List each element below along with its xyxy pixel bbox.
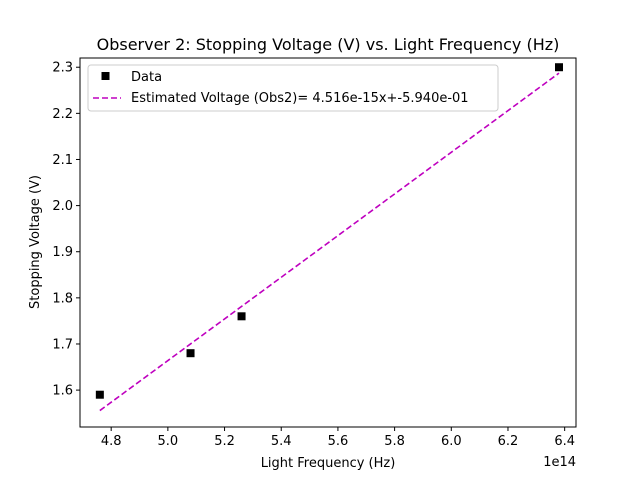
legend-marker-data — [101, 72, 110, 80]
x-tick-label: 5.8 — [384, 434, 405, 449]
x-axis-ticks: 4.8 5.0 5.2 5.4 5.6 5.8 6.0 6.2 6.4 — [101, 427, 575, 449]
legend-box — [87, 64, 499, 112]
x-tick-label: 5.6 — [328, 434, 349, 449]
y-tick-label: 1.7 — [52, 337, 73, 352]
x-tick-label: 5.4 — [271, 434, 292, 449]
plot-frame — [79, 57, 577, 428]
y-tick-label: 2.0 — [52, 199, 73, 214]
y-tick-label: 2.2 — [52, 107, 73, 122]
fit-line — [99, 72, 560, 412]
y-tick-label: 1.8 — [52, 291, 73, 306]
y-tick-label: 2.1 — [52, 153, 73, 168]
chart-title: Observer 2: Stopping Voltage (V) vs. Lig… — [97, 35, 560, 54]
series-layer — [95, 63, 563, 412]
y-axis-ticks: 1.6 1.7 1.8 1.9 2.0 2.1 2.2 2.3 — [52, 61, 80, 399]
y-tick-label: 1.9 — [52, 245, 73, 260]
data-point — [237, 312, 246, 321]
y-axis-label: Stopping Voltage (V) — [28, 175, 43, 309]
data-point — [554, 63, 563, 72]
data-point — [186, 349, 195, 358]
x-offset-label: 1e14 — [543, 455, 576, 470]
x-tick-label: 6.4 — [554, 434, 575, 449]
x-axis-label: Light Frequency (Hz) — [261, 456, 396, 471]
x-tick-label: 6.0 — [441, 434, 462, 449]
x-tick-label: 5.0 — [158, 434, 179, 449]
x-tick-label: 6.2 — [498, 434, 519, 449]
legend-label-data: Data — [131, 70, 162, 85]
y-tick-label: 2.3 — [52, 61, 73, 76]
y-tick-label: 1.6 — [52, 384, 73, 399]
x-tick-label: 5.2 — [214, 434, 235, 449]
x-tick-label: 4.8 — [101, 434, 122, 449]
data-point — [95, 390, 104, 399]
legend-label-estimate: Estimated Voltage (Obs2)= 4.516e-15x+-5.… — [131, 91, 469, 106]
legend: Data Estimated Voltage (Obs2)= 4.516e-15… — [87, 64, 499, 112]
